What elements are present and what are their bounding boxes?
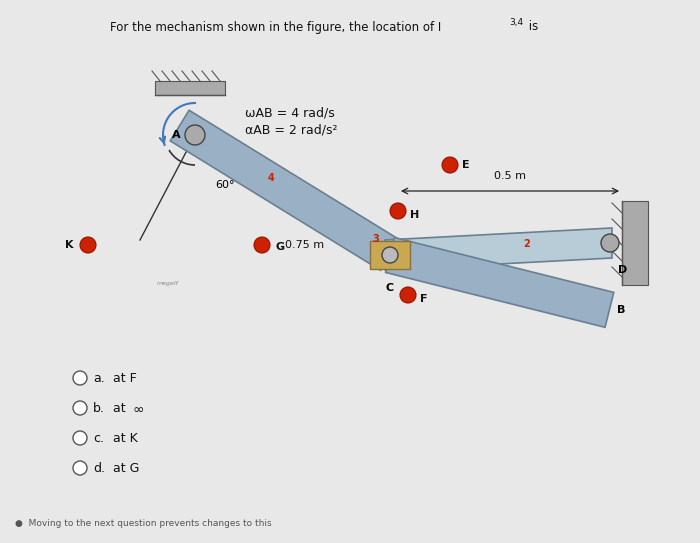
Text: H: H	[410, 210, 419, 220]
Text: αAB = 2 rad/s²: αAB = 2 rad/s²	[245, 123, 337, 136]
Polygon shape	[386, 237, 614, 327]
Text: G: G	[276, 242, 285, 252]
Text: at F: at F	[113, 371, 136, 384]
Text: 60°: 60°	[215, 180, 235, 190]
Circle shape	[73, 431, 87, 445]
Text: F: F	[420, 294, 428, 304]
Text: A: A	[172, 130, 181, 140]
Circle shape	[73, 371, 87, 385]
Text: c.: c.	[93, 432, 104, 445]
Text: ●  Moving to the next question prevents changes to this: ● Moving to the next question prevents c…	[15, 519, 272, 527]
Text: b.: b.	[93, 401, 105, 414]
Text: 3: 3	[372, 234, 379, 244]
Text: 4: 4	[267, 173, 274, 183]
Text: ∞: ∞	[133, 403, 144, 417]
Polygon shape	[622, 201, 648, 285]
Circle shape	[73, 461, 87, 475]
Polygon shape	[170, 110, 400, 270]
Text: at: at	[113, 401, 130, 414]
Text: K: K	[66, 240, 74, 250]
Polygon shape	[155, 81, 225, 95]
Text: d.: d.	[93, 462, 105, 475]
Polygon shape	[385, 228, 612, 270]
Text: D: D	[618, 265, 627, 275]
Text: megelf: megelf	[157, 281, 179, 286]
Text: For the mechanism shown in the figure, the location of I: For the mechanism shown in the figure, t…	[110, 21, 441, 34]
Text: 0.5 m: 0.5 m	[494, 171, 526, 181]
Circle shape	[601, 234, 619, 252]
Text: a.: a.	[93, 371, 105, 384]
Text: 2: 2	[523, 239, 530, 249]
Text: C: C	[386, 283, 394, 293]
Circle shape	[390, 203, 406, 219]
Circle shape	[382, 247, 398, 263]
Text: is: is	[525, 21, 538, 34]
Circle shape	[400, 287, 416, 303]
Text: at K: at K	[113, 432, 138, 445]
Circle shape	[442, 157, 458, 173]
Text: E: E	[462, 160, 470, 170]
Text: ωAB = 4 rad/s: ωAB = 4 rad/s	[245, 106, 335, 119]
Text: at G: at G	[113, 462, 139, 475]
Circle shape	[80, 237, 96, 253]
Polygon shape	[370, 241, 410, 269]
Circle shape	[254, 237, 270, 253]
Circle shape	[73, 401, 87, 415]
Text: 0.75 m: 0.75 m	[285, 240, 324, 250]
Text: 3,4: 3,4	[509, 18, 523, 27]
Circle shape	[185, 125, 205, 145]
Text: B: B	[617, 305, 626, 315]
